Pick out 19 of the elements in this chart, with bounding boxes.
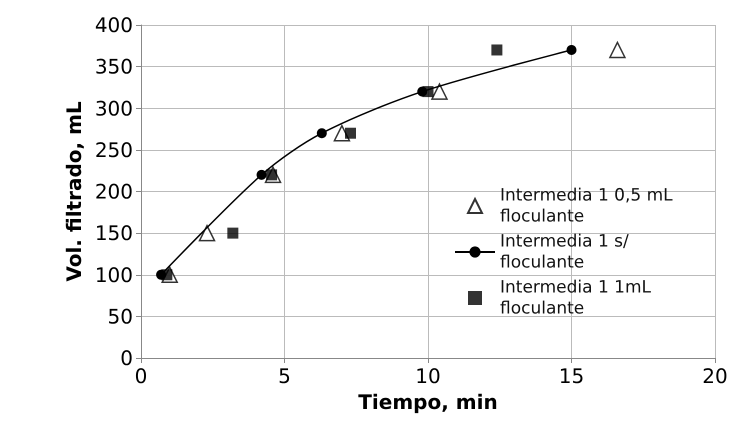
- y-tick-label: 100: [94, 262, 133, 287]
- y-tick-label: 300: [94, 96, 133, 120]
- x-tick-label: 0: [134, 364, 148, 388]
- x-tick-label: 15: [558, 364, 584, 388]
- y-tick-label: 250: [94, 138, 133, 162]
- x-tick-label: 10: [415, 364, 441, 388]
- y-tick-label: 150: [94, 221, 133, 246]
- y-axis-title: Vol. filtrado, mL: [62, 101, 86, 282]
- x-tick-label: 5: [278, 364, 291, 388]
- y-tick-label: 400: [94, 13, 133, 37]
- legend-label: Intermedia 1 1mL floculante: [500, 278, 656, 318]
- legend-label: Intermedia 1 0,5 mL floculante: [500, 186, 678, 226]
- y-tick-label: 350: [94, 54, 133, 79]
- x-tick-label: 20: [702, 364, 728, 388]
- y-tick-label: 200: [94, 180, 133, 204]
- y-tick-label: 50: [108, 304, 133, 328]
- y-tick-label: 0: [120, 346, 133, 370]
- x-axis-title: Tiempo, min: [358, 390, 498, 414]
- legend-label: Intermedia 1 s/floculante: [500, 232, 630, 272]
